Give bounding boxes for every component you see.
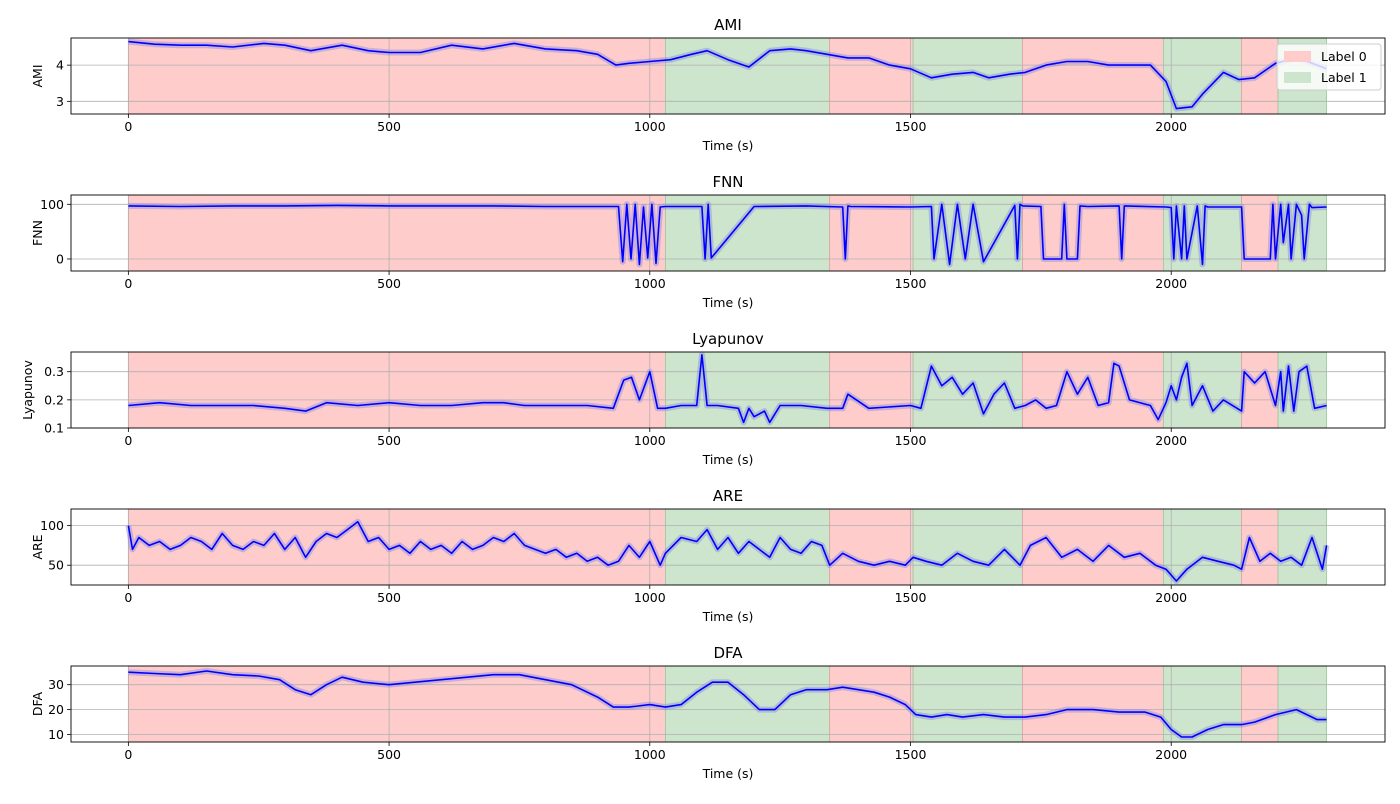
x-tick-label: 2000 — [1155, 747, 1187, 762]
panel-title: AMI — [714, 16, 742, 34]
label-0-segment — [829, 351, 914, 429]
x-tick-label: 2000 — [1155, 433, 1187, 448]
y-tick-label: 100 — [40, 197, 64, 212]
series-line — [128, 203, 1327, 266]
label-1-segment — [665, 194, 831, 272]
label-0-segment — [1241, 351, 1279, 429]
legend-swatch — [1284, 72, 1311, 83]
y-tick-label: 30 — [48, 677, 64, 692]
x-tick-label: 0 — [124, 747, 132, 762]
x-tick-label: 2000 — [1155, 119, 1187, 134]
x-tick-label: 0 — [124, 590, 132, 605]
label-0-segment — [1241, 665, 1279, 743]
panel-ami: 0 500 1000 1500 2000 3 4 AMI Time (s) AMI — [30, 16, 1386, 153]
x-tick-label: 500 — [377, 747, 401, 762]
label-0-segment — [1022, 508, 1164, 586]
x-tick-label: 0 — [124, 433, 132, 448]
y-axis-label: Lyapunov — [20, 360, 35, 420]
x-tick-label: 2000 — [1155, 276, 1187, 291]
y-axis-label: ARE — [30, 534, 45, 559]
x-tick-label: 0 — [124, 276, 132, 291]
x-tick-label: 1000 — [634, 590, 666, 605]
label-1-segment — [665, 665, 831, 743]
label-1-segment — [1277, 508, 1328, 586]
x-tick-label: 500 — [377, 119, 401, 134]
label-1-segment — [912, 508, 1024, 586]
x-tick-label: 1000 — [634, 276, 666, 291]
y-tick-label: 3 — [56, 94, 64, 109]
panel-title: DFA — [713, 644, 743, 662]
y-tick-label: 100 — [40, 518, 64, 533]
series-line — [128, 40, 1327, 110]
y-axis-label: DFA — [30, 691, 45, 716]
x-tick-label: 500 — [377, 590, 401, 605]
x-tick-label: 1500 — [895, 119, 927, 134]
x-tick-label: 500 — [377, 276, 401, 291]
panel-fnn: 0 500 1000 1500 2000 0 100 FNN Time (s) FNN — [30, 173, 1386, 310]
x-tick-label: 1000 — [634, 747, 666, 762]
axes-frame — [70, 351, 1386, 429]
x-tick-label: 500 — [377, 433, 401, 448]
series-line — [128, 353, 1327, 424]
axes-frame — [70, 37, 1386, 115]
axes-frame — [70, 508, 1386, 586]
y-tick-label: 0 — [56, 251, 64, 266]
x-tick-label: 1000 — [634, 119, 666, 134]
y-tick-label: 0.3 — [44, 364, 64, 379]
label-0-segment — [829, 508, 914, 586]
x-axis-label: Time (s) — [702, 452, 754, 467]
y-tick-label: 10 — [48, 727, 64, 742]
label-1-segment — [1277, 665, 1328, 743]
x-tick-label: 1500 — [895, 590, 927, 605]
x-axis-label: Time (s) — [702, 609, 754, 624]
label-0-segment — [127, 665, 666, 743]
axes-frame — [70, 194, 1386, 272]
y-tick-label: 20 — [48, 702, 64, 717]
label-0-segment — [1022, 37, 1164, 115]
legend-label: Label 0 — [1321, 49, 1367, 64]
label-1-segment — [665, 351, 831, 429]
x-tick-label: 1000 — [634, 433, 666, 448]
legend-swatch — [1284, 51, 1311, 62]
x-axis-label: Time (s) — [702, 766, 754, 781]
x-axis-label: Time (s) — [702, 295, 754, 310]
label-0-segment — [829, 37, 914, 115]
x-tick-label: 1500 — [895, 276, 927, 291]
y-tick-label: 4 — [56, 58, 64, 73]
y-axis-label: AMI — [30, 64, 45, 87]
label-1-segment — [1162, 508, 1243, 586]
panel-title: FNN — [712, 173, 743, 191]
y-tick-label: 0.1 — [44, 421, 64, 436]
label-1-segment — [912, 665, 1024, 743]
series-line — [128, 670, 1327, 738]
label-0-segment — [127, 351, 666, 429]
x-axis-label: Time (s) — [702, 138, 754, 153]
panel-lyapunov: 0 500 1000 1500 2000 0.1 0.2 0.3 Lyapunov Time (s… — [20, 330, 1386, 467]
series-line — [127, 520, 1328, 582]
x-tick-label: 0 — [124, 119, 132, 134]
y-tick-label: 0.2 — [44, 392, 64, 407]
x-tick-label: 2000 — [1155, 590, 1187, 605]
label-0-segment — [829, 665, 914, 743]
label-0-segment — [1022, 665, 1164, 743]
legend-label: Label 1 — [1321, 70, 1367, 85]
label-1-segment — [1162, 665, 1243, 743]
y-axis-label: FNN — [30, 220, 45, 246]
axes-frame — [70, 665, 1386, 743]
x-tick-label: 1500 — [895, 747, 927, 762]
panel-title: Lyapunov — [692, 330, 764, 348]
y-tick-label: 50 — [48, 558, 64, 573]
legend: Label 0 Label 1 — [1276, 43, 1382, 91]
x-tick-label: 1500 — [895, 433, 927, 448]
panel-title: ARE — [713, 487, 743, 505]
